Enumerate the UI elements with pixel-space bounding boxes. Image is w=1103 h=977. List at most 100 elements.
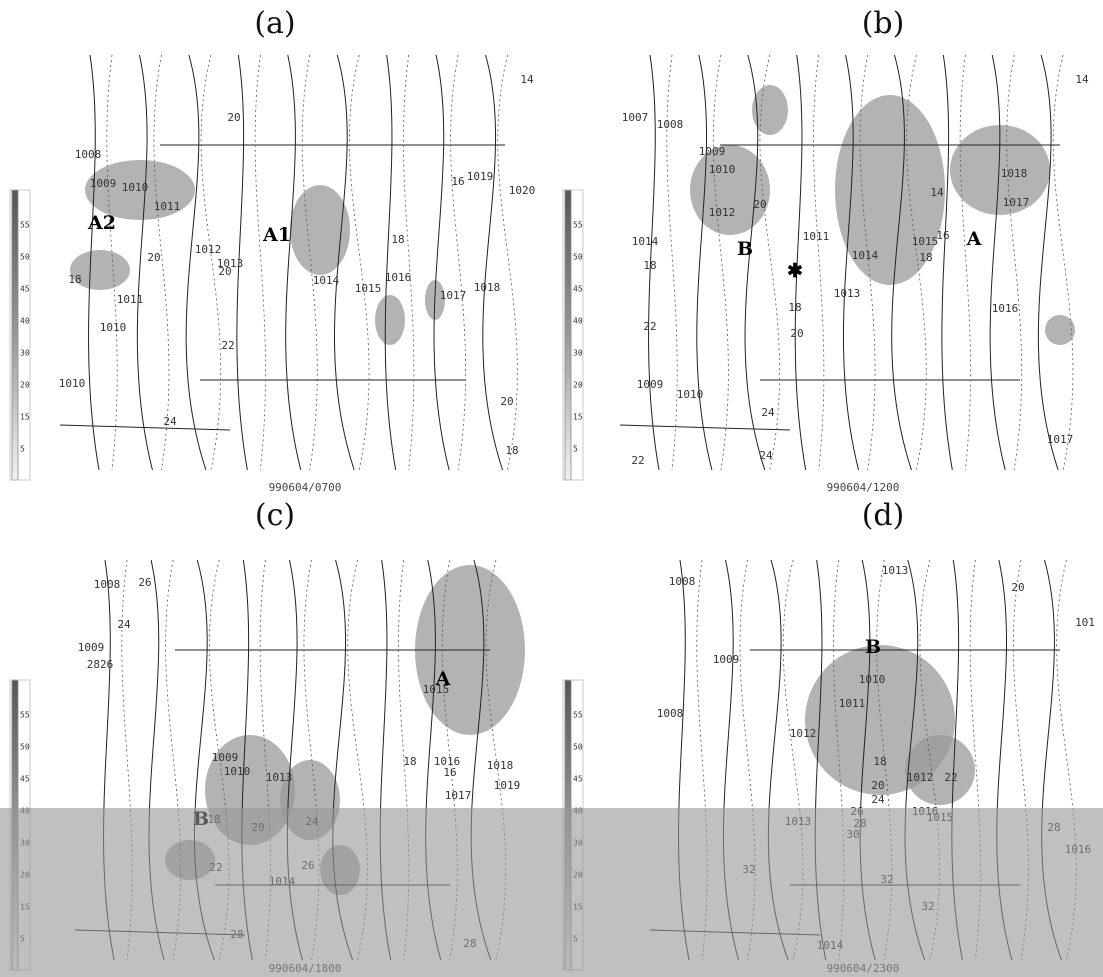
panel-label: (c) <box>255 498 295 533</box>
contour-label: 1018 <box>1001 167 1028 180</box>
timestamp: 990604/1200 <box>827 481 900 494</box>
isotherm <box>209 559 230 961</box>
radar-echo <box>690 145 770 235</box>
isotherm <box>906 54 927 471</box>
isotherm <box>959 54 971 471</box>
contour-label: 101 <box>1075 616 1095 629</box>
contour-label: 20 <box>753 198 766 211</box>
isotherm <box>739 559 756 961</box>
colorbar-label: 5 <box>573 445 578 454</box>
contour-label: 1019 <box>494 779 521 792</box>
contour-label: 1010 <box>122 181 149 194</box>
contour-label: 24 <box>761 406 775 419</box>
colorbar-label: 55 <box>20 221 30 230</box>
contour-label: 22 <box>643 320 656 333</box>
isobar <box>433 54 450 471</box>
isotherm <box>497 54 518 471</box>
contour-label: 22 <box>221 339 234 352</box>
contour-label: 1010 <box>100 321 127 334</box>
colorbar-label: 50 <box>573 743 583 752</box>
contour-label: 20 <box>1011 581 1024 594</box>
isotherm <box>1006 54 1023 471</box>
contour-label: 1014 <box>632 235 659 248</box>
state-boundary <box>59 424 231 431</box>
colorbar-label: 45 <box>573 775 583 784</box>
isobar <box>236 54 248 471</box>
isobar <box>744 54 766 471</box>
contour-label: 1011 <box>803 230 830 243</box>
contour-label: 20 <box>227 111 240 124</box>
contour-label: 18 <box>873 755 886 768</box>
isobar <box>88 54 100 471</box>
contour-label: 1010 <box>859 673 886 686</box>
radar-echo <box>1045 315 1075 345</box>
contour-label: 1012 <box>790 727 817 740</box>
feature-label: A1 <box>262 224 291 246</box>
isotherm <box>1052 54 1074 471</box>
contour-label: 24 <box>759 449 773 462</box>
isotherm <box>106 54 118 471</box>
contour-label: 18 <box>919 251 932 264</box>
isobar <box>384 54 397 471</box>
contour-label: 1014 <box>852 249 879 262</box>
colorbar-frame <box>562 189 584 481</box>
contour-label: 1012 <box>907 771 934 784</box>
colorbar-frame <box>9 189 31 481</box>
contour-label: 1008 <box>94 578 121 591</box>
colorbar-label: 20 <box>573 381 583 390</box>
colorbar-label: 15 <box>573 413 583 422</box>
contour-label: 1015 <box>355 282 382 295</box>
radar-echo <box>70 250 130 290</box>
radar-echo <box>375 295 405 345</box>
contour-label: 20 <box>147 251 160 264</box>
isotherm <box>666 54 678 471</box>
contour-label: 20 <box>790 327 803 340</box>
contour-label: 1011 <box>117 293 144 306</box>
feature-label: A <box>966 228 982 250</box>
contour-label: 18 <box>643 259 656 272</box>
isobar <box>794 54 807 471</box>
contour-label: 1013 <box>834 287 861 300</box>
radar-echo <box>290 185 350 275</box>
radar-echo <box>950 125 1050 215</box>
isotherm <box>403 54 415 471</box>
isotherm <box>349 54 370 471</box>
contour-label: 1016 <box>434 755 461 768</box>
contour-label: 1016 <box>992 302 1019 315</box>
contour-label: 16 <box>443 766 456 779</box>
panel-label: (b) <box>862 6 905 41</box>
contour-label: 1009 <box>637 378 664 391</box>
contour-label: 22 <box>631 454 644 467</box>
contour-label: 1012 <box>709 206 736 219</box>
colorbar-label: 5 <box>20 445 25 454</box>
contour-label: 1020 <box>509 184 536 197</box>
isobar <box>285 54 302 471</box>
contour-label: 1008 <box>657 118 684 131</box>
colorbar-label: 45 <box>20 775 30 784</box>
colorbar-label: 40 <box>20 317 30 326</box>
isotherm <box>347 559 368 961</box>
contour-label: 1014 <box>313 274 340 287</box>
isotherm <box>441 559 458 961</box>
contour-label: 18 <box>68 273 81 286</box>
isotherm <box>450 54 466 471</box>
isotherm <box>713 54 729 471</box>
contour-label: 1012 <box>195 243 222 256</box>
contour-label: 1010 <box>677 388 704 401</box>
radar-echo <box>905 735 975 805</box>
panel-label: (a) <box>254 6 295 41</box>
contour-label: 18 <box>788 301 801 314</box>
contour-label: 1013 <box>217 257 244 270</box>
contour-label: 16 <box>936 229 949 242</box>
isobar <box>696 54 713 471</box>
colorbar-label: 45 <box>20 285 30 294</box>
isotherm <box>759 54 780 471</box>
contour-label: 1018 <box>474 281 501 294</box>
contour-label: 24 <box>871 793 885 806</box>
radar-echo <box>85 160 195 220</box>
isobar <box>482 54 504 471</box>
isotherm <box>301 54 318 471</box>
colorbar-label: 50 <box>573 253 583 262</box>
contour-label: 18 <box>505 444 518 457</box>
isobar <box>891 54 912 471</box>
